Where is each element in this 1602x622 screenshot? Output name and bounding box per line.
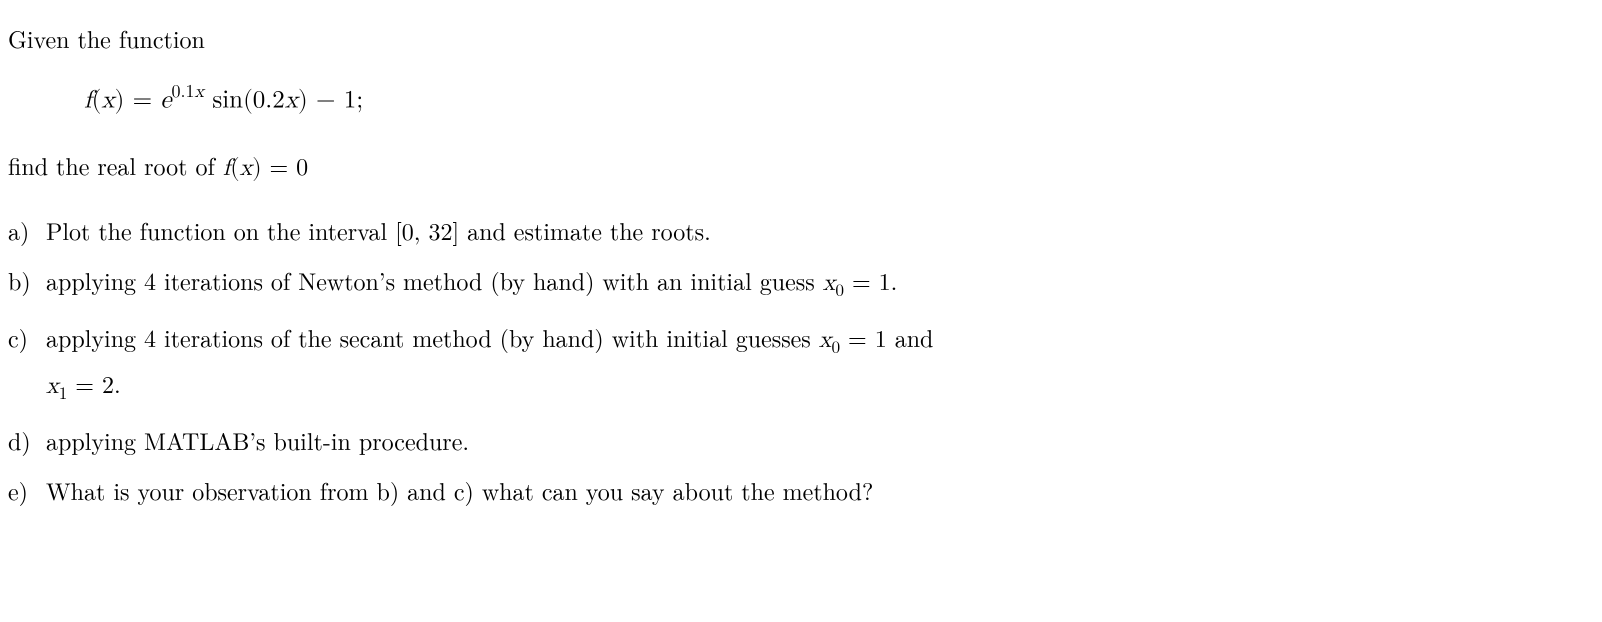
part-b-prefix: applying 4 iterations of Newton’s method… [46, 263, 823, 297]
eq-lhs-arg: x [101, 87, 114, 112]
part-a: a) Plot the function on the interval [0,… [8, 212, 1594, 248]
part-c-x1-var: x [46, 374, 59, 398]
eq-lhs-f: f [84, 87, 92, 112]
eq-trig: sin [212, 87, 243, 112]
part-c-x0-sub: 0 [831, 339, 840, 356]
part-c-x1-sub: 1 [59, 386, 68, 403]
part-b-x0-val: 1 [879, 271, 891, 295]
part-a-marker: a) [8, 212, 46, 248]
part-b-x0-var: x [823, 271, 836, 295]
part-d-marker: d) [8, 422, 46, 458]
part-c-text: applying 4 iterations of the secant meth… [46, 319, 1594, 408]
part-d-text: applying MATLAB’s built-in procedure. [46, 422, 1594, 458]
part-d: d) applying MATLAB’s built-in procedure. [8, 422, 1594, 458]
eq-trig-coef: 0.2 [253, 87, 285, 112]
eq-trig-var: x [285, 87, 298, 112]
find-line: find the real root of f(x) = 0 [8, 147, 1594, 186]
intro-text: Given the function [8, 20, 1594, 56]
part-b-text: applying 4 iterations of Newton’s method… [46, 262, 1594, 305]
find-line-prefix: find the real root of [8, 148, 223, 182]
part-b-marker: b) [8, 262, 46, 298]
equation: f(x) = e0.1x sin(0.2x) − 1; [84, 80, 1594, 119]
eq-exp-base: e [160, 87, 171, 112]
part-e-text: What is your observation from b) and c) … [46, 472, 1594, 508]
part-b-x0-sub: 0 [835, 283, 844, 300]
part-e-marker: e) [8, 472, 46, 508]
part-c-line1-prefix: applying 4 iterations of the secant meth… [46, 320, 819, 354]
eq-exp-var: x [195, 83, 205, 101]
part-c-x0-var: x [819, 328, 832, 352]
find-line-math: f(x) = 0 [223, 156, 308, 180]
part-c-marker: c) [8, 319, 46, 355]
part-e: e) What is your observation from b) and … [8, 472, 1594, 508]
part-c-line1-suffix: and [887, 320, 934, 354]
eq-exp-coef: 0.1 [172, 83, 195, 101]
part-c-x1-val: 2 [102, 374, 114, 398]
part-b: b) applying 4 iterations of Newton’s met… [8, 262, 1594, 305]
parts-list: a) Plot the function on the interval [0,… [8, 212, 1594, 508]
eq-constant: 1 [344, 87, 357, 112]
part-c: c) applying 4 iterations of the secant m… [8, 319, 1594, 408]
part-c-x0-val: 1 [875, 328, 887, 352]
part-a-text: Plot the function on the interval [0, 32… [46, 212, 1594, 248]
